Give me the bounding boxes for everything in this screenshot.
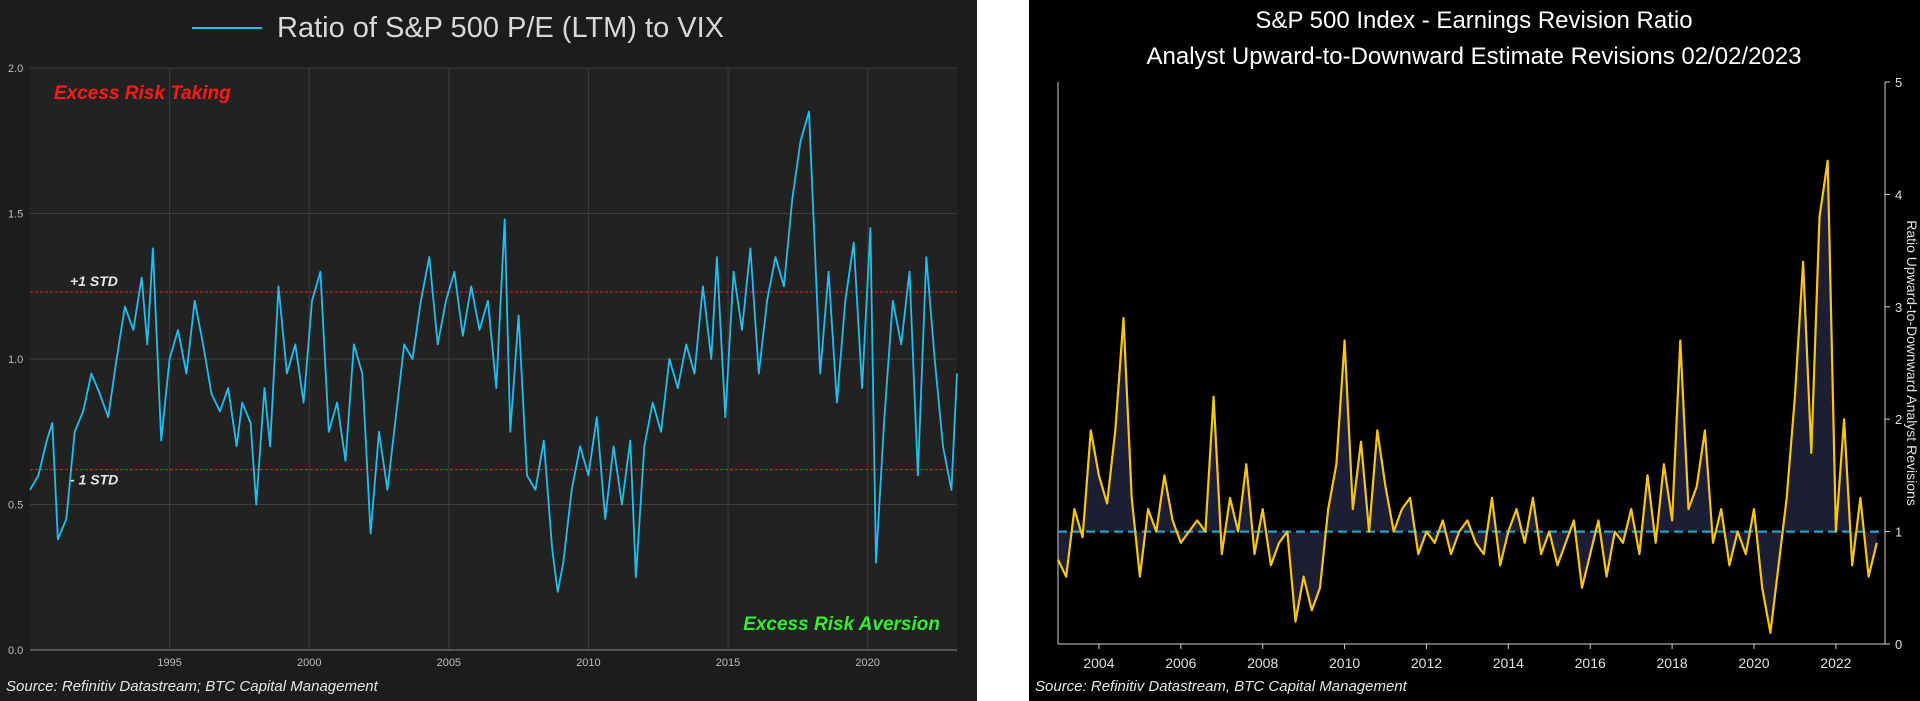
annotation-risk-aversion: Excess Risk Aversion [743, 614, 940, 635]
x-tick-label: 2010 [1329, 655, 1360, 671]
pe-vix-source-note: Source: Refinitiv Datastream; BTC Capita… [6, 678, 378, 695]
earnings-revision-chart: S&P 500 Index - Earnings Revision Ratio A… [1057, 7, 1920, 671]
x-tick-label: 2022 [1820, 655, 1851, 671]
y-tick-label: 1.5 [8, 209, 23, 221]
y-tick-label: 2.0 [8, 63, 23, 75]
y-tick-label: 3 [1895, 300, 1902, 315]
y-tick-label: 4 [1895, 187, 1902, 202]
revision-area-fill [1058, 160, 1877, 633]
std-label: +1 STD [70, 273, 118, 289]
x-tick-label: 2005 [437, 657, 461, 669]
y-tick-label: 2 [1895, 412, 1902, 427]
y-tick-label: 0.0 [8, 645, 23, 657]
x-tick-label: 2020 [1738, 655, 1769, 671]
y-tick-label: 0 [1895, 637, 1902, 652]
x-tick-label: 2006 [1165, 655, 1196, 671]
y-tick-label: 5 [1895, 75, 1902, 90]
pe-vix-ratio-chart-panel: 0.0 0.5 1.0 1.5 2.0 1995 2000 2005 2010 2015 2020 +… [0, 0, 977, 701]
x-tick-label: 2000 [297, 657, 321, 669]
x-tick-label: 2020 [855, 657, 879, 669]
x-tick-label: 2008 [1247, 655, 1278, 671]
x-tick-label: 2012 [1411, 655, 1442, 671]
x-tick-label: 2015 [716, 657, 740, 669]
y-tick-label: 1 [1895, 525, 1902, 540]
x-tick-label: 2010 [576, 657, 600, 669]
y-tick-label: 0.5 [8, 500, 23, 512]
earnings-revision-source-note: Source: Refinitiv Datastream, BTC Capita… [1035, 678, 1407, 695]
x-tick-label: 2018 [1657, 655, 1688, 671]
x-tick-label: 2004 [1083, 655, 1114, 671]
chart-subtitle: Analyst Upward-to-Downward Estimate Revi… [1147, 43, 1802, 70]
x-tick-label: 2016 [1575, 655, 1606, 671]
x-tick-label: 1995 [157, 657, 181, 669]
annotation-risk-taking: Excess Risk Taking [54, 83, 231, 104]
x-tick-label: 2014 [1493, 655, 1524, 671]
y-tick-label: 1.0 [8, 354, 23, 366]
earnings-revision-chart-panel: S&P 500 Index - Earnings Revision Ratio A… [1029, 0, 1920, 701]
ratio-series-line [29, 110, 958, 593]
pe-vix-ratio-chart: 0.0 0.5 1.0 1.5 2.0 1995 2000 2005 2010 2015 2020 +… [8, 12, 958, 669]
chart-title: Ratio of S&P 500 P/E (LTM) to VIX [277, 12, 724, 44]
revision-ratio-line [1057, 159, 1878, 634]
y-axis-label: Ratio Upward-to-Downward Analyst Revisio… [1904, 220, 1920, 506]
std-label: - 1 STD [70, 472, 118, 488]
chart-title: S&P 500 Index - Earnings Revision Ratio [1255, 7, 1692, 34]
